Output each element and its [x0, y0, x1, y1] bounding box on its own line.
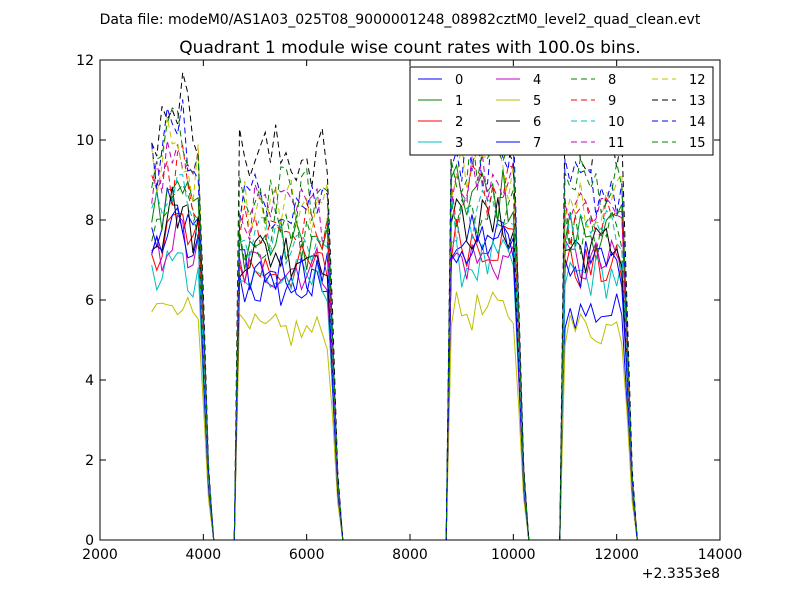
legend-frame — [409, 66, 714, 156]
y-tick-label: 6 — [85, 293, 94, 309]
x-tick-label: 6000 — [289, 547, 325, 563]
y-tick-label: 0 — [85, 533, 94, 549]
legend-label: 4 — [533, 73, 541, 88]
series-line-5 — [151, 291, 638, 541]
legend-label: 8 — [608, 73, 616, 88]
y-tick-label: 4 — [85, 373, 94, 389]
y-tick-label: 10 — [76, 133, 94, 149]
legend-label: 5 — [533, 94, 541, 109]
series-line-15 — [151, 107, 638, 541]
series-line-14 — [151, 99, 638, 541]
y-tick-label: 2 — [85, 453, 94, 469]
series-layer — [151, 72, 638, 541]
chart-title: Quadrant 1 module wise count rates with … — [179, 38, 640, 58]
legend-label: 7 — [533, 136, 541, 151]
y-tick-label: 8 — [85, 213, 94, 229]
x-tick-label: 2000 — [82, 547, 118, 563]
x-tick-label: 4000 — [186, 547, 222, 563]
x-tick-label: 12000 — [594, 547, 639, 563]
x-tick-label: 14000 — [698, 547, 743, 563]
legend-label: 11 — [608, 136, 625, 151]
legend-label: 1 — [455, 94, 463, 109]
y-tick-label: 12 — [76, 53, 94, 69]
legend-label: 14 — [689, 115, 706, 130]
legend-label: 0 — [455, 73, 463, 88]
legend-label: 15 — [689, 136, 706, 151]
legend-label: 12 — [689, 73, 706, 88]
legend-label: 3 — [455, 136, 463, 151]
x-offset-label: +2.3353e8 — [642, 566, 720, 582]
legend-label: 10 — [608, 115, 625, 130]
legend-label: 13 — [689, 94, 706, 109]
suptitle: Data file: modeM0/AS1A03_025T08_90000012… — [100, 12, 701, 28]
series-line-8 — [151, 183, 638, 541]
legend-label: 9 — [608, 94, 616, 109]
x-tick-label: 8000 — [392, 547, 428, 563]
legend-label: 6 — [533, 115, 541, 130]
x-tick-label: 10000 — [491, 547, 536, 563]
legend-label: 2 — [455, 115, 463, 130]
